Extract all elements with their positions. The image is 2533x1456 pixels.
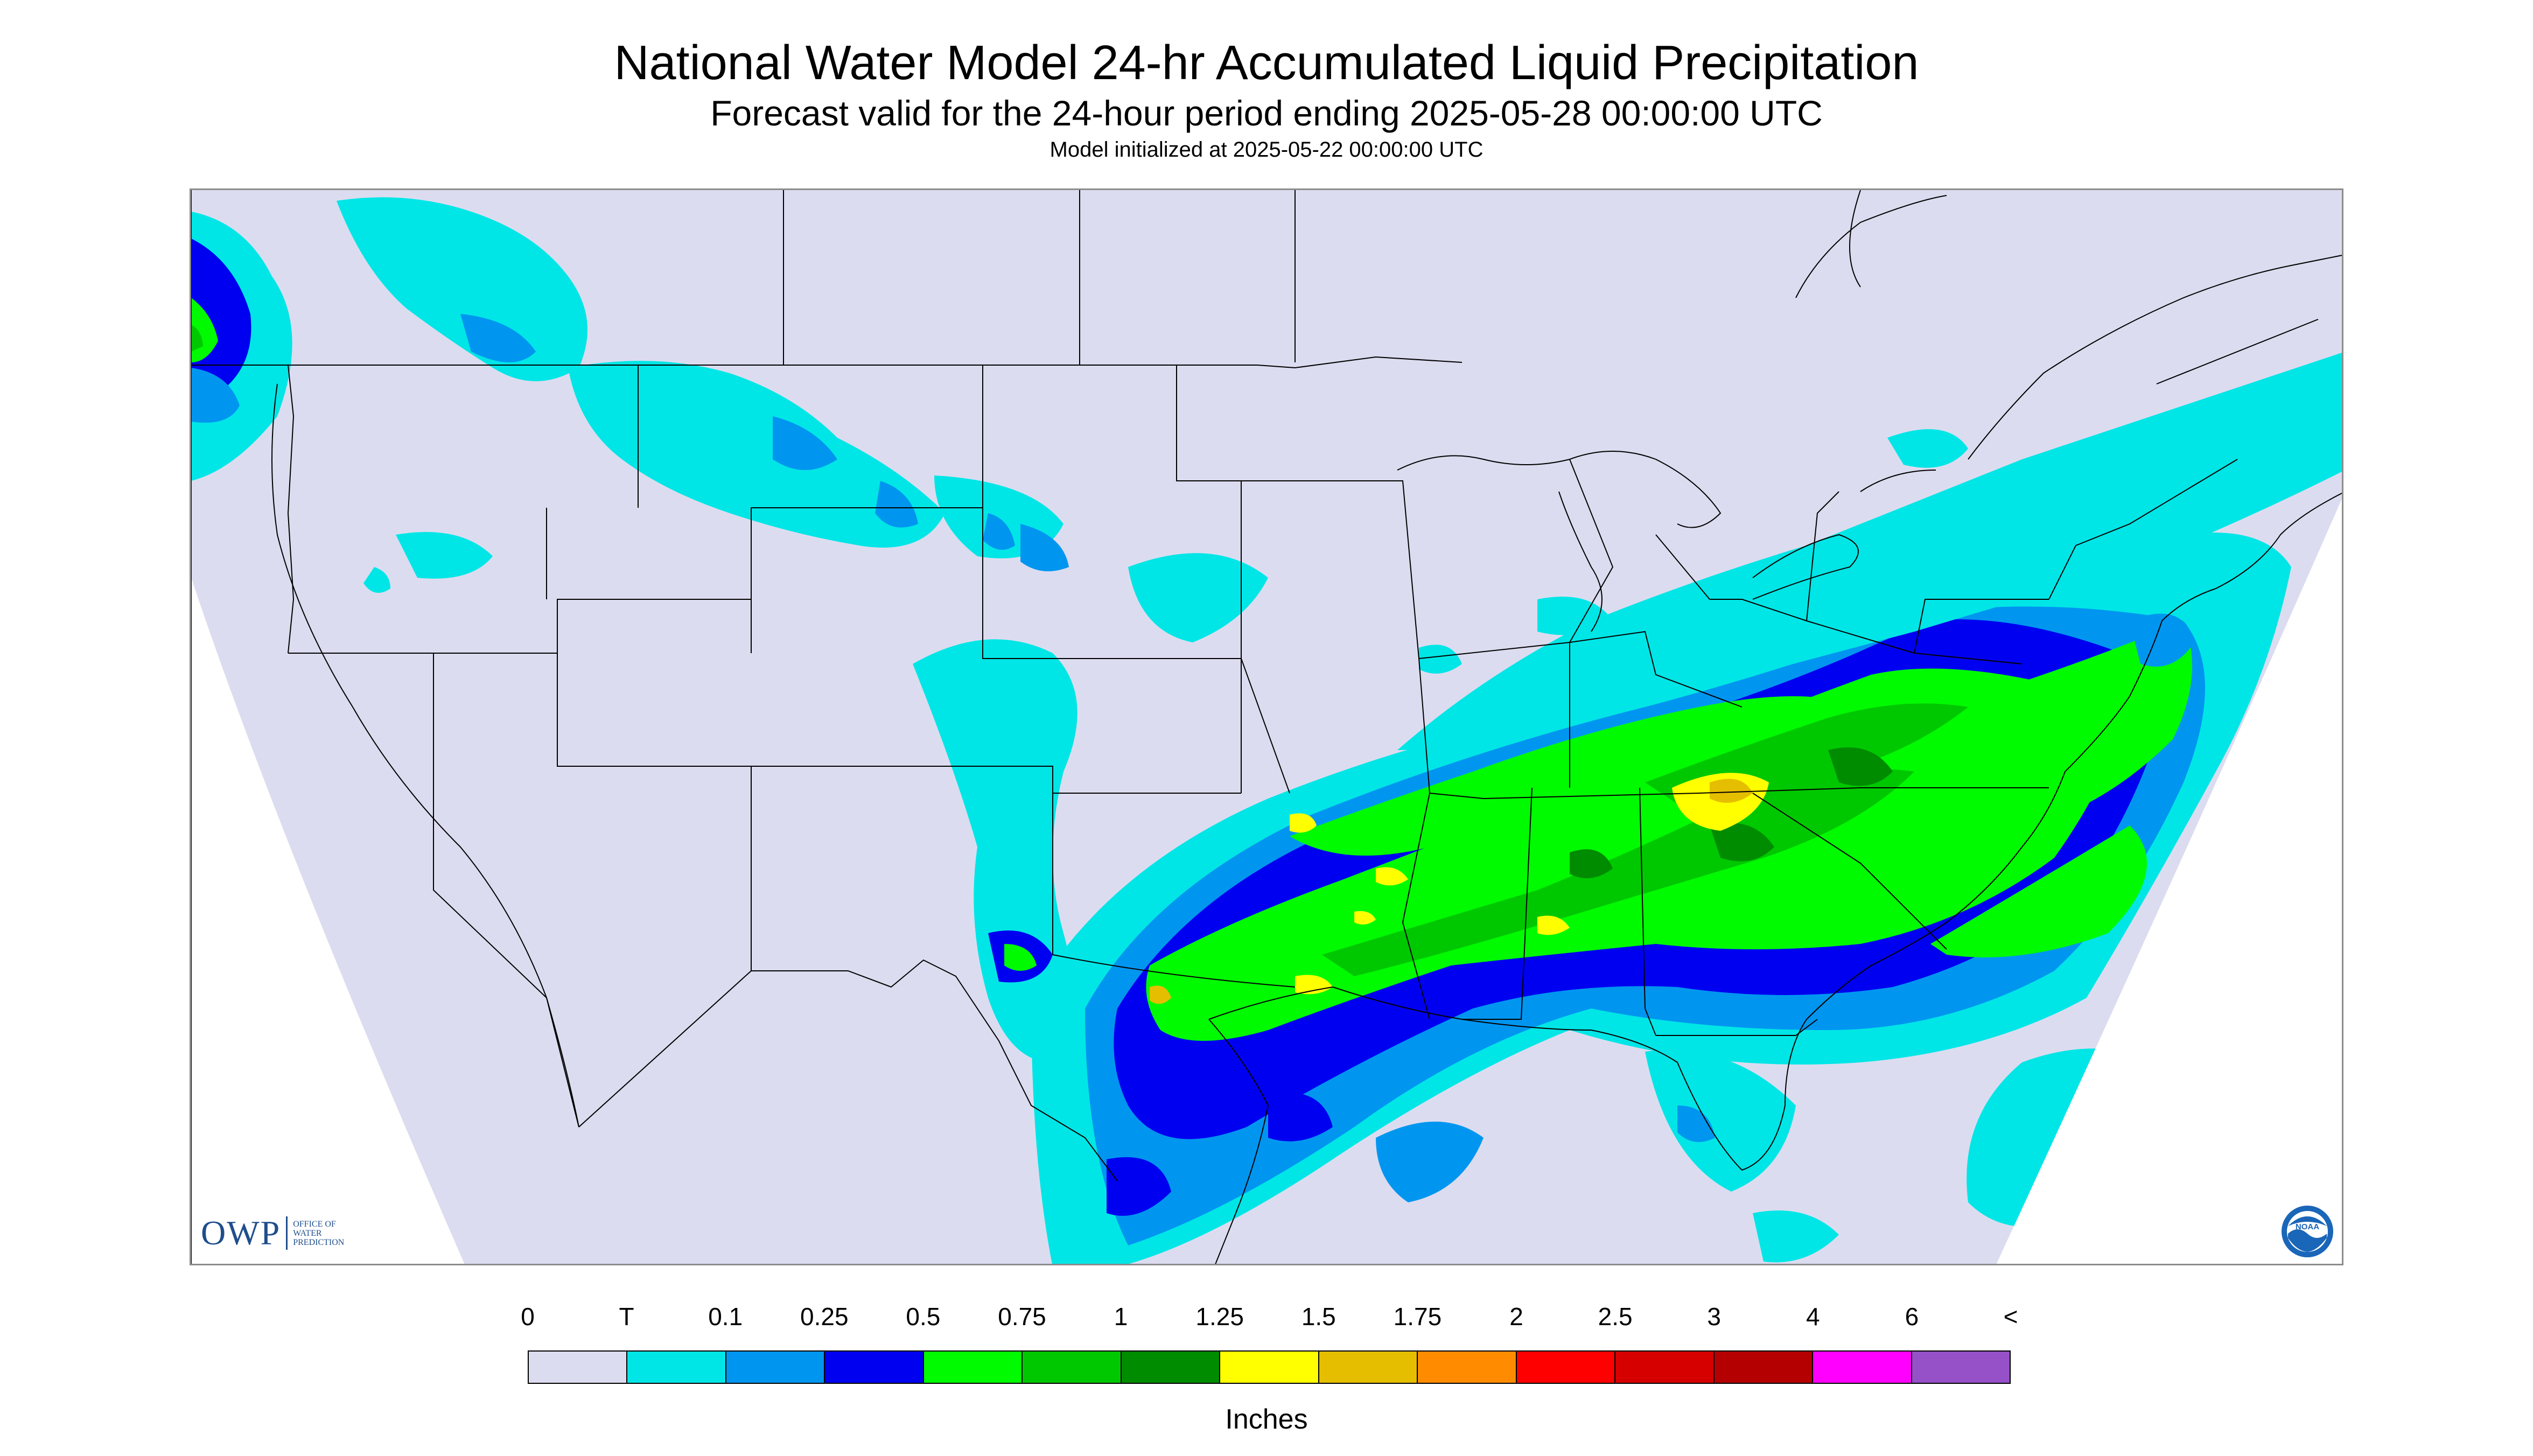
mexico-border (578, 959, 1118, 1181)
legend-swatch (1418, 1352, 1517, 1383)
legend-label: 0.75 (998, 1303, 1046, 1331)
owp-logo: OWP OFFICE OF WATER PREDICTION (201, 1213, 344, 1253)
legend-label: 6 (1905, 1303, 1919, 1331)
legend-label: < (2003, 1303, 2018, 1331)
legend-swatch (1615, 1352, 1715, 1383)
state-boundaries (191, 190, 2238, 1128)
legend-labels: 0 T 0.1 0.25 0.5 0.75 1 1.25 1.5 1.75 2 2.5 3 4 6 < (0, 1302, 2533, 1334)
owp-logo-text: OWP (201, 1214, 281, 1252)
legend-swatch (627, 1352, 726, 1383)
legend-swatch (529, 1352, 628, 1383)
legend-label: 0 (521, 1303, 535, 1331)
outside-domain-right (1996, 499, 2342, 1264)
legend-label: 1.5 (1301, 1303, 1336, 1331)
precip-southern-band (1031, 533, 2291, 1264)
legend-swatch (825, 1352, 924, 1383)
owp-sub-line: PREDICTION (293, 1237, 345, 1247)
owp-logo-subtext: OFFICE OF WATER PREDICTION (293, 1220, 344, 1247)
coastline (191, 190, 2342, 1264)
legend-swatch (1813, 1352, 1912, 1383)
legend-swatch (1319, 1352, 1418, 1383)
legend-colorbar (528, 1350, 2011, 1384)
legend-swatch (1714, 1352, 1814, 1383)
legend-label: 4 (1806, 1303, 1820, 1331)
legend-label: 1.25 (1195, 1303, 1244, 1331)
legend-label: T (619, 1303, 634, 1331)
owp-logo-divider (286, 1216, 288, 1250)
legend-label: 1.75 (1393, 1303, 1442, 1331)
precip-southern-plains (913, 553, 1268, 1062)
legend-swatch (1121, 1352, 1221, 1383)
legend-label: 0.25 (800, 1303, 849, 1331)
precipitation-map[interactable]: OWP OFFICE OF WATER PREDICTION NOAA (190, 188, 2343, 1265)
legend-label: 0.5 (906, 1303, 941, 1331)
legend-label: 2.5 (1598, 1303, 1633, 1331)
map-canvas (191, 190, 2342, 1264)
map-subtitle: Forecast valid for the 24-hour period en… (710, 93, 1823, 133)
precip-northeast (1397, 353, 2342, 750)
model-init-line: Model initialized at 2025-05-22 00:00:00… (1049, 138, 1484, 162)
noaa-logo: NOAA (2282, 1206, 2333, 1257)
legend-swatch (1912, 1352, 2010, 1383)
svg-text:NOAA: NOAA (2296, 1222, 2319, 1231)
legend-label: 2 (1509, 1303, 1523, 1331)
precip-pacific-nw (191, 212, 292, 481)
legend-units: Inches (1225, 1404, 1308, 1435)
legend-swatch (1220, 1352, 1319, 1383)
legend-swatch (1516, 1352, 1616, 1383)
owp-sub-line: WATER (293, 1228, 322, 1238)
legend-swatch (726, 1352, 825, 1383)
owp-sub-line: OFFICE OF (293, 1219, 336, 1229)
outside-domain-left (191, 578, 465, 1264)
legend-label: 0.1 (708, 1303, 743, 1331)
legend-swatch (923, 1352, 1023, 1383)
legend-label: 1 (1114, 1303, 1128, 1331)
precip-northern-plains (337, 197, 1069, 593)
legend-label: 3 (1707, 1303, 1721, 1331)
map-title: National Water Model 24-hr Accumulated L… (614, 36, 1919, 90)
legend-swatch (1023, 1352, 1122, 1383)
